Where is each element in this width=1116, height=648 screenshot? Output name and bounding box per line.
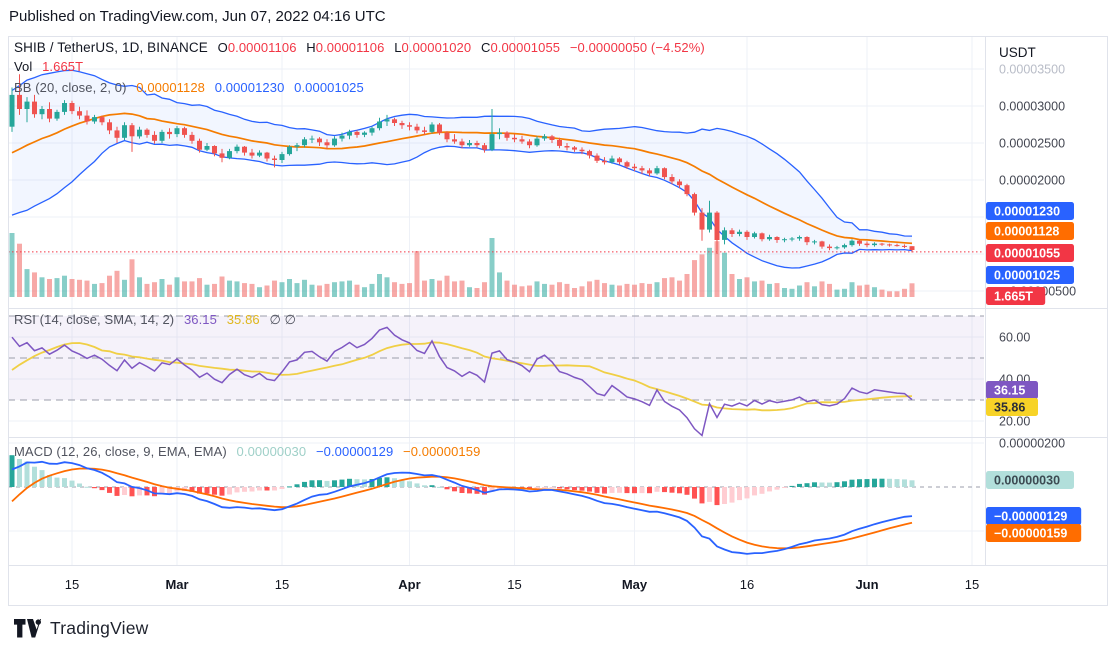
- macd-hist-value: 0.00000030: [236, 444, 307, 459]
- high-value: 0.00001106: [315, 40, 385, 55]
- axis-currency-label: USDT: [999, 45, 1036, 60]
- bollinger-basis-line: [11, 112, 913, 245]
- macd-signal-line: [11, 467, 913, 550]
- axis-value-badge: 36.15: [986, 381, 1038, 399]
- rsi-pane-layer: [8, 315, 984, 437]
- price-axis-label: 0.00002500: [999, 137, 1065, 151]
- rsi-axis-label: 20.00: [999, 415, 1030, 429]
- price-axis-label: 0.00002000: [999, 174, 1065, 188]
- svg-text:35.86: 35.86: [994, 401, 1025, 415]
- price-axis-label: 0.00003500: [999, 63, 1065, 77]
- macd-line: [11, 460, 913, 555]
- bollinger-upper-value: 0.00001230: [214, 80, 285, 95]
- time-axis[interactable]: [8, 566, 985, 605]
- macd-histogram: [9, 455, 915, 506]
- macd-pane-layer: [8, 455, 984, 555]
- axis-value-badge: −0.00000159: [986, 524, 1082, 542]
- macd-pane[interactable]: [8, 438, 985, 565]
- macd-line-value: −0.00000129: [315, 444, 394, 459]
- svg-text:−0.00000159: −0.00000159: [994, 527, 1067, 541]
- price-axis-layer: USDT 0.00003500 0.00003000 0.00002500 0.0000…: [986, 45, 1082, 542]
- price-axis-label: 0.00003000: [999, 100, 1065, 114]
- low-value: 0.00001020: [401, 40, 472, 55]
- low-label: L: [394, 40, 402, 55]
- open-label: O: [217, 40, 228, 55]
- time-axis-label: May: [622, 577, 648, 592]
- svg-text:−0.00000129: −0.00000129: [994, 510, 1067, 524]
- time-axis-label: 15: [275, 577, 289, 592]
- time-axis-label: 16: [740, 577, 754, 592]
- bollinger-upper-band: [11, 69, 913, 237]
- macd-label: MACD (12, 26, close, 9, EMA, EMA): [14, 444, 227, 459]
- published-banner: Published on TradingView.com, Jun 07, 20…: [9, 8, 386, 25]
- axis-value-badge: 0.00000030: [986, 471, 1074, 489]
- candlesticks: [9, 74, 915, 254]
- axis-value-badge: −0.00000129: [986, 507, 1082, 525]
- time-axis-label: Jun: [855, 577, 878, 592]
- price-pane-layer: [8, 69, 984, 297]
- rsi-line: [11, 326, 913, 437]
- change-value: −0.00000050 (−4.52%): [569, 40, 705, 55]
- axis-value-badge: 35.86: [986, 398, 1038, 416]
- volume-legend: Vol 1.665T: [14, 59, 83, 74]
- svg-text:0.00001055: 0.00001055: [994, 247, 1060, 261]
- symbol-title: SHIB / TetherUS, 1D, BINANCE: [14, 40, 208, 55]
- time-axis-label: 15: [65, 577, 79, 592]
- grid-layer: [8, 37, 984, 565]
- close-label: C: [480, 40, 491, 55]
- symbol-legend: SHIB / TetherUS, 1D, BINANCE O0.00001106…: [14, 40, 705, 55]
- time-axis-label: Apr: [398, 577, 420, 592]
- price-axis[interactable]: [985, 37, 1108, 565]
- rsi-legend: RSI (14, close, SMA, 14, 2) 36.15 35.86 …: [14, 312, 296, 328]
- volume-value: 1.665T: [42, 59, 84, 74]
- time-axis-label: 15: [965, 577, 979, 592]
- bollinger-basis-value: 0.00001128: [136, 80, 205, 95]
- bollinger-fill: [12, 70, 912, 268]
- volume-label: Vol: [14, 59, 33, 74]
- bollinger-lower-value: 0.00001025: [294, 80, 364, 95]
- svg-text:0.00001230: 0.00001230: [994, 205, 1060, 219]
- time-axis-label: 15: [507, 577, 521, 592]
- macd-signal-value: −0.00000159: [403, 444, 481, 459]
- rsi-ma-line: [11, 341, 913, 412]
- high-label: H: [306, 40, 316, 55]
- open-value: 0.00001106: [227, 40, 297, 55]
- time-axis-label: Mar: [165, 577, 188, 592]
- macd-legend: MACD (12, 26, close, 9, EMA, EMA) 0.0000…: [14, 444, 480, 459]
- svg-text:36.15: 36.15: [994, 384, 1025, 398]
- close-value: 0.00001055: [490, 40, 561, 55]
- macd-axis-label: 0.00000200: [999, 437, 1065, 451]
- svg-text:1.665T: 1.665T: [994, 290, 1033, 304]
- svg-text:0.00001025: 0.00001025: [994, 269, 1060, 283]
- footer: TradingView: [14, 614, 149, 642]
- volume-bars: [9, 233, 915, 297]
- svg-text:0.00000030: 0.00000030: [994, 474, 1060, 488]
- footer-brand: TradingView: [50, 617, 149, 638]
- axis-value-badge: 0.00001055: [986, 244, 1074, 262]
- axis-value-badge: 0.00001128: [986, 222, 1074, 240]
- time-axis-layer: 15 Mar 15 Apr 15 May 16 Jun 15: [65, 577, 979, 592]
- pane-separators: [8, 36, 1108, 606]
- rsi-pane[interactable]: [8, 309, 985, 437]
- rsi-extra-values: ∅ ∅: [269, 312, 297, 327]
- bollinger-label: BB (20, close, 2, 0): [14, 80, 127, 95]
- axis-value-badge: 0.00001025: [986, 266, 1074, 284]
- axis-value-badge: 0.00001230: [986, 202, 1074, 220]
- svg-text:0.00001128: 0.00001128: [994, 225, 1059, 239]
- axis-value-badge: 1.665T: [986, 287, 1046, 305]
- rsi-label: RSI (14, close, SMA, 14, 2): [14, 312, 175, 327]
- price-pane[interactable]: [8, 37, 985, 308]
- rsi-value: 36.15: [183, 312, 217, 327]
- rsi-ma-value: 35.86: [226, 312, 260, 327]
- rsi-axis-label: 60.00: [999, 331, 1030, 345]
- tradingview-logo-icon[interactable]: [14, 618, 41, 638]
- bollinger-legend: BB (20, close, 2, 0) 0.00001128 0.000012…: [14, 80, 364, 95]
